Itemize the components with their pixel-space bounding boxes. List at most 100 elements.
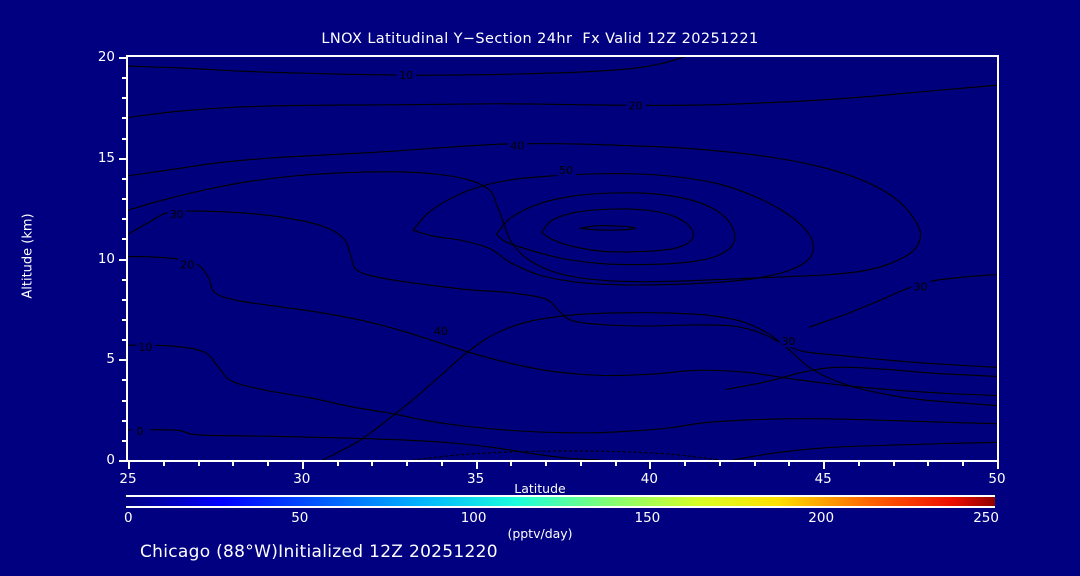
x-tick-47 <box>892 460 895 466</box>
contour-plot: 0 10 10 20 20 30 30 30 40 40 50 <box>128 57 997 460</box>
y-tick-1 <box>122 439 128 442</box>
contour-line-40 <box>128 143 922 283</box>
colorbar: 0 50 100 150 200 250 <box>124 495 999 526</box>
colorbar-units-label: (pptv/day) <box>507 526 573 541</box>
x-tick-46 <box>857 460 860 466</box>
y-tick-2 <box>122 419 128 422</box>
y-tick-label-20: 20 <box>97 49 115 65</box>
x-tick-31 <box>336 460 339 466</box>
y-tick-20 <box>119 57 128 59</box>
y-tick-15 <box>119 157 128 160</box>
contour-line-70 <box>541 208 694 253</box>
contour-label-40: 40 <box>510 140 524 153</box>
contour-label-10: 10 <box>399 69 413 82</box>
colorbar-tick-label-0: 0 <box>124 510 133 526</box>
y-tick-13 <box>122 198 128 201</box>
y-axis-title: Altitude (km) <box>20 213 36 299</box>
x-tick-33 <box>406 460 409 466</box>
colorbar-tick-label-50: 50 <box>291 510 309 526</box>
x-tick-28 <box>232 460 235 466</box>
y-tick-label-10: 10 <box>97 250 115 267</box>
x-tick-32 <box>371 460 374 466</box>
y-tick-label-5: 5 <box>106 351 115 368</box>
x-tick-37 <box>545 460 548 466</box>
chart-title: LNOX Latitudinal Y−Section 24hr Fx Valid… <box>321 31 759 47</box>
y-tick-14 <box>122 177 128 180</box>
contour-label-backing <box>508 138 528 152</box>
contour-line-50 <box>412 173 814 286</box>
y-tick-3 <box>122 399 128 402</box>
contour-line-40 <box>322 312 997 460</box>
contour-label-10: 10 <box>138 341 152 354</box>
x-tick-44 <box>788 460 791 466</box>
y-tick-0 <box>119 460 128 462</box>
x-tick-49 <box>962 460 965 466</box>
contour-label-backing <box>167 207 187 221</box>
x-tick-48 <box>927 460 930 466</box>
contour-line-0 <box>732 441 997 460</box>
x-tick-43 <box>753 460 756 466</box>
plot-area: 0 10 10 20 20 30 30 30 40 40 50 0 5 10 15 20 25 30 35 40 4… <box>98 49 1006 487</box>
contour-label-50: 50 <box>559 164 573 177</box>
y-tick-label-15: 15 <box>97 149 115 166</box>
y-tick-18 <box>122 97 128 100</box>
contour-label-40: 40 <box>434 325 448 338</box>
y-tick-16 <box>122 137 128 140</box>
contour-line-30 <box>128 210 997 368</box>
y-tick-5 <box>119 359 128 362</box>
contour-label-20: 20 <box>180 259 194 272</box>
x-tick-50 <box>997 460 999 469</box>
x-tick-label-25: 25 <box>119 471 137 487</box>
contour-line-70 <box>579 225 637 231</box>
x-tick-35 <box>475 460 478 469</box>
contour-label-30: 30 <box>914 281 928 294</box>
x-tick-30 <box>301 460 304 469</box>
y-tick-9 <box>122 278 128 281</box>
x-tick-27 <box>197 460 200 466</box>
y-tick-11 <box>122 238 128 241</box>
contour-label-backing <box>131 423 151 437</box>
contour-label-backing <box>911 279 931 293</box>
contour-line-0 <box>412 450 720 460</box>
contour-label-backing <box>136 340 156 354</box>
contour-line-10 <box>128 344 997 434</box>
contour-label-backing <box>431 324 451 338</box>
contour-label-30: 30 <box>781 335 795 348</box>
contour-line-30 <box>725 366 997 391</box>
contour-line-20 <box>128 255 997 397</box>
y-tick-17 <box>122 117 128 120</box>
x-tick-label-30: 30 <box>293 471 311 487</box>
contour-label-backing <box>556 162 576 176</box>
contour-line-0 <box>128 429 602 460</box>
x-tick-36 <box>510 460 513 466</box>
x-tick-34 <box>440 460 443 466</box>
contour-label-backing <box>397 68 417 82</box>
contour-line-60 <box>495 192 736 266</box>
x-tick-26 <box>162 460 165 466</box>
contour-label-backing <box>626 98 646 112</box>
x-axis-title: Latitude <box>514 481 566 496</box>
colorbar-tick-label-200: 200 <box>808 510 835 526</box>
contour-line-30 <box>808 274 997 328</box>
y-tick-7 <box>122 318 128 321</box>
contour-line-10 <box>128 57 685 76</box>
x-tick-label-45: 45 <box>814 471 832 487</box>
x-tick-41 <box>684 460 687 466</box>
x-tick-label-35: 35 <box>467 471 485 487</box>
y-tick-12 <box>122 218 128 221</box>
y-tick-6 <box>122 339 128 342</box>
contour-line-20 <box>128 84 997 118</box>
y-tick-8 <box>122 298 128 301</box>
x-tick-29 <box>267 460 270 466</box>
x-tick-39 <box>614 460 617 466</box>
y-tick-19 <box>122 77 128 80</box>
contour-label-backing <box>779 334 799 348</box>
x-tick-40 <box>649 460 652 469</box>
colorbar-gradient <box>126 495 995 508</box>
colorbar-tick-label-250: 250 <box>973 510 999 526</box>
y-tick-label-0: 0 <box>106 452 115 468</box>
x-tick-42 <box>718 460 721 466</box>
colorbar-tick-label-150: 150 <box>634 510 661 526</box>
contour-label-backing <box>178 257 198 271</box>
